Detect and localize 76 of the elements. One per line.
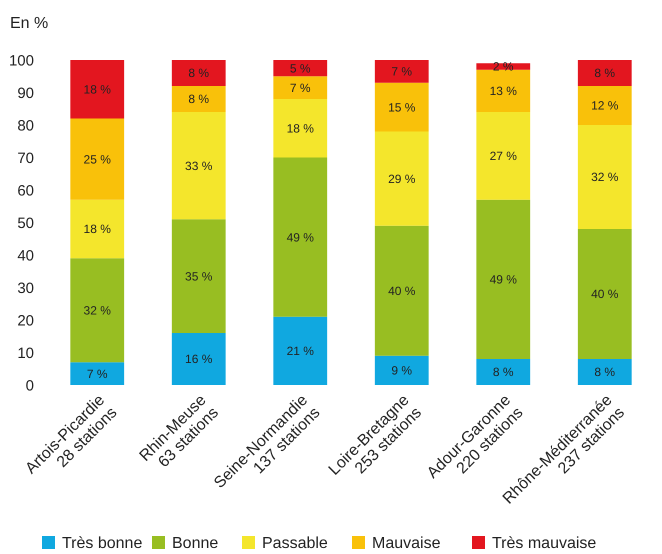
- bar: [273, 76, 328, 99]
- data-label: 5 %: [290, 61, 311, 76]
- y-tick-label: 90: [17, 84, 34, 102]
- y-axis-title: En %: [10, 15, 48, 32]
- bar: [70, 200, 124, 258]
- bar: [578, 86, 632, 125]
- data-label: 29 %: [388, 172, 416, 186]
- y-tick-label: 20: [17, 312, 34, 330]
- y-tick-label: 40: [17, 247, 34, 264]
- legend-label: Passable: [262, 535, 328, 552]
- y-tick-label: 100: [8, 52, 34, 70]
- bar: [578, 229, 632, 359]
- data-label: 12 %: [591, 98, 619, 113]
- y-tick-label: 30: [17, 280, 34, 297]
- data-label: 2 %: [492, 60, 514, 74]
- data-label: 32 %: [84, 303, 112, 318]
- bar: [374, 356, 429, 385]
- data-label: 8 %: [594, 66, 616, 80]
- bar: [374, 82, 429, 132]
- data-label: 27 %: [490, 149, 518, 164]
- data-label: 8 %: [594, 365, 616, 380]
- data-label: 7 %: [290, 80, 311, 95]
- bar: [476, 112, 530, 200]
- bar: [476, 359, 530, 385]
- data-label: 35 %: [185, 269, 213, 284]
- y-tick-label: 60: [17, 182, 34, 200]
- y-tick-label: 80: [17, 117, 34, 134]
- y-tick-label: 10: [17, 344, 34, 362]
- bar: [374, 60, 429, 83]
- y-tick-label: 70: [17, 150, 34, 167]
- data-label: 7 %: [391, 64, 412, 79]
- bar: [172, 219, 226, 333]
- bar: [70, 258, 124, 362]
- data-label: 8 %: [188, 66, 210, 80]
- data-label: 9 %: [391, 364, 412, 378]
- legend-label: Mauvaise: [372, 535, 441, 552]
- bar: [578, 60, 632, 86]
- bar: [70, 60, 124, 118]
- bar: [70, 118, 124, 200]
- bar: [476, 70, 530, 112]
- bar: [273, 316, 328, 385]
- y-tick-label: 50: [17, 214, 34, 232]
- bar: [172, 60, 226, 86]
- data-label: 8 %: [492, 365, 514, 380]
- bar: [476, 200, 530, 359]
- bar: [172, 112, 226, 220]
- data-label: 21 %: [286, 344, 314, 358]
- data-label: 40 %: [388, 284, 416, 298]
- bar: [172, 333, 226, 385]
- bar: [374, 132, 429, 226]
- data-label: 13 %: [490, 84, 518, 98]
- data-label: 33 %: [185, 158, 213, 173]
- data-label: 7 %: [86, 366, 108, 381]
- data-label: 18 %: [84, 222, 112, 236]
- bar: [374, 226, 429, 356]
- data-label: 49 %: [286, 230, 314, 244]
- bar: [578, 359, 632, 385]
- y-tick-label: 0: [26, 377, 34, 394]
- data-label: 40 %: [591, 287, 619, 302]
- legend-label: Bonne: [172, 535, 218, 552]
- data-label: 49 %: [490, 272, 518, 287]
- data-label: 16 %: [185, 352, 213, 366]
- bar: [70, 362, 124, 385]
- data-label: 18 %: [286, 121, 314, 136]
- legend-label: Très mauvaise: [492, 535, 596, 552]
- bar: [273, 158, 328, 317]
- bar: [273, 99, 328, 158]
- data-label: 25 %: [84, 152, 112, 166]
- data-label: 32 %: [591, 170, 619, 184]
- data-label: 18 %: [84, 82, 112, 96]
- data-label: 8 %: [188, 92, 210, 106]
- bar: [172, 86, 226, 112]
- bar: [273, 60, 328, 76]
- legend-label: Très bonne: [62, 535, 142, 552]
- data-label: 15 %: [388, 100, 416, 114]
- bar: [578, 125, 632, 229]
